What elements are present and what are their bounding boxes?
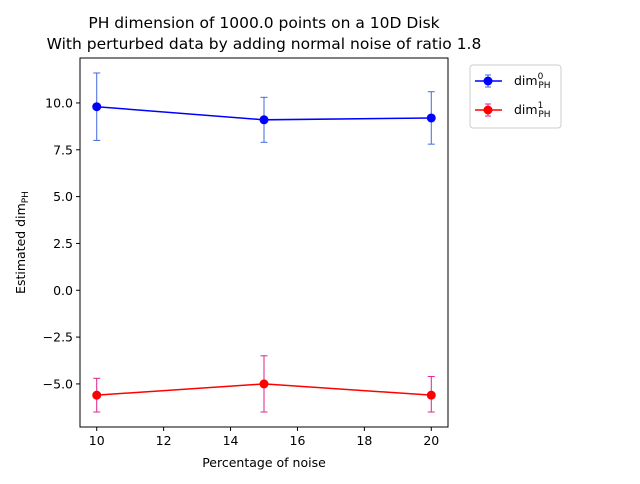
y-axis-label-main: Estimated dim — [13, 203, 28, 294]
legend-label-sup: 0 — [538, 72, 544, 82]
legend-label: dim0 PH — [514, 72, 551, 91]
y-tick-label: 10.0 — [45, 95, 73, 110]
data-point — [259, 379, 269, 389]
y-axis-ticks: −5.0 −2.5 0.0 2.5 5.0 7.5 10.0 — [43, 95, 80, 391]
data-point — [259, 115, 269, 125]
x-tick-label: 20 — [423, 433, 439, 448]
legend-label-sub: PH — [538, 81, 550, 91]
x-tick-label: 14 — [223, 433, 239, 448]
y-axis-label-sub: PH — [21, 191, 31, 203]
data-point — [92, 102, 102, 112]
series-0 — [92, 72, 436, 145]
legend-marker — [483, 105, 493, 115]
data-point — [92, 390, 102, 400]
x-tick-label: 18 — [356, 433, 372, 448]
legend-marker — [483, 76, 493, 86]
x-tick-label: 16 — [290, 433, 306, 448]
legend-label-sub: PH — [538, 110, 550, 120]
y-tick-label: 2.5 — [53, 236, 73, 251]
y-tick-label: −2.5 — [43, 330, 73, 345]
y-axis-label: Estimated dimPH — [13, 191, 31, 294]
y-tick-label: 7.5 — [53, 142, 73, 157]
x-tick-label: 12 — [156, 433, 172, 448]
series-1 — [92, 355, 436, 413]
x-axis-ticks: 10 12 14 16 18 20 — [89, 427, 439, 448]
plot-frame — [79, 57, 449, 428]
y-tick-label: 5.0 — [53, 189, 73, 204]
plot-content — [92, 72, 436, 413]
legend-item-1: dim1 PH — [475, 101, 551, 120]
legend-item-0: dim0 PH — [475, 72, 551, 91]
x-axis-label: Percentage of noise — [202, 455, 326, 470]
y-tick-label: −5.0 — [43, 376, 73, 391]
legend-label-main: dim — [514, 73, 538, 88]
legend-label-main: dim — [514, 102, 538, 117]
legend-label-sup: 1 — [538, 101, 544, 111]
data-point — [426, 390, 436, 400]
x-tick-label: 10 — [89, 433, 105, 448]
legend-label: dim1 PH — [514, 101, 551, 120]
data-point — [426, 113, 436, 123]
chart-title-line1: PH dimension of 1000.0 points on a 10D D… — [88, 14, 439, 32]
chart-title-line2: With perturbed data by adding normal noi… — [47, 35, 482, 53]
y-tick-label: 0.0 — [53, 283, 73, 298]
